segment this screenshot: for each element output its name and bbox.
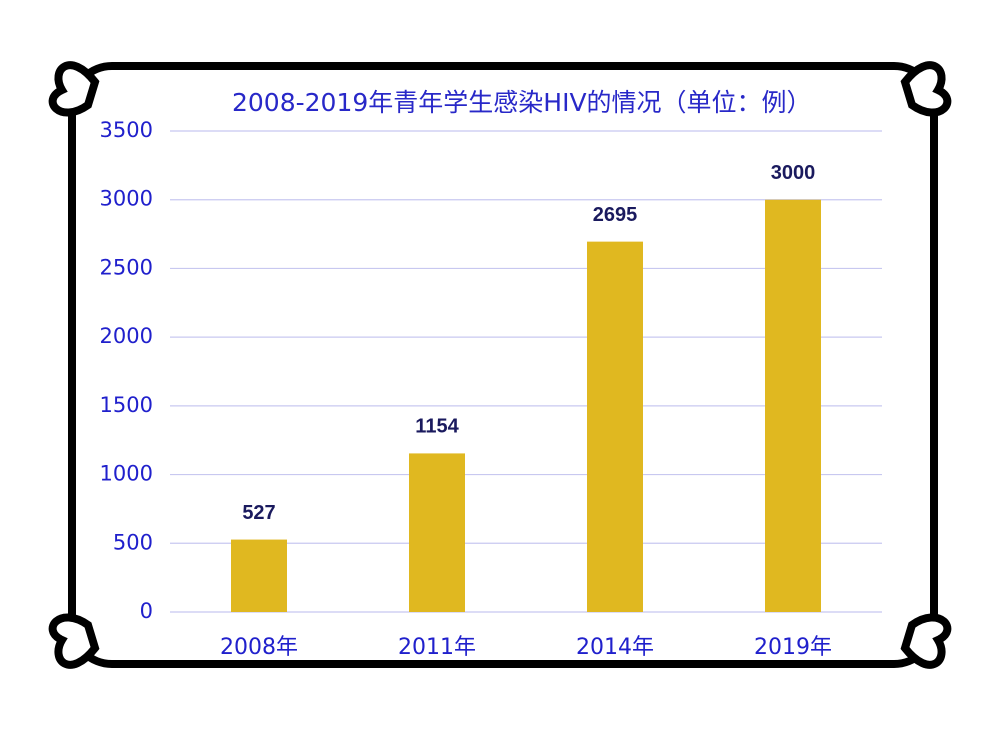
x-tick-label: 2011年 bbox=[398, 635, 476, 660]
value-label: 3000 bbox=[771, 162, 816, 184]
value-label: 527 bbox=[242, 502, 275, 524]
y-tick-label: 1500 bbox=[100, 393, 153, 417]
value-label: 1154 bbox=[415, 416, 459, 438]
y-tick-label: 3000 bbox=[100, 187, 153, 211]
y-tick-label: 2000 bbox=[100, 324, 153, 348]
x-tick-label: 2019年 bbox=[754, 635, 832, 660]
x-tick-label: 2014年 bbox=[576, 635, 654, 660]
frame bbox=[48, 61, 952, 669]
y-tick-label: 1000 bbox=[100, 462, 153, 486]
y-tick-label: 2500 bbox=[100, 255, 153, 279]
bar bbox=[231, 539, 287, 612]
y-tick-label: 500 bbox=[113, 530, 153, 554]
bar bbox=[587, 241, 643, 612]
bar bbox=[765, 199, 821, 612]
y-tick-label: 3500 bbox=[100, 118, 153, 142]
x-tick-label: 2008年 bbox=[220, 635, 298, 660]
bar bbox=[409, 453, 465, 612]
chart-title: 2008-2019年青年学生感染HIV的情况（单位：例） bbox=[232, 88, 812, 117]
value-label: 2695 bbox=[593, 204, 638, 226]
y-tick-label: 0 bbox=[140, 599, 153, 623]
